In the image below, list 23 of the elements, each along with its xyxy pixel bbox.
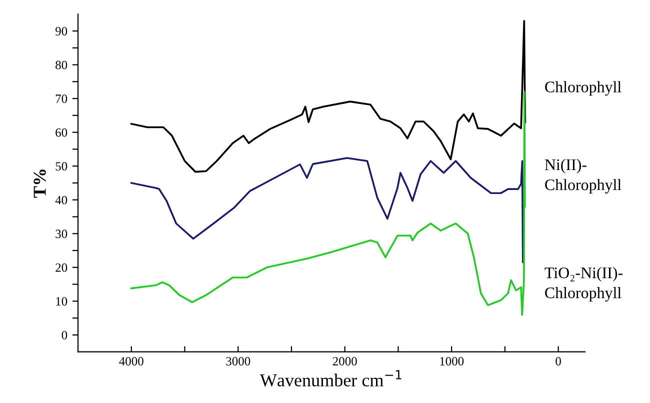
series-label: TiO₂-Ni(II)- Chlorophyll [544, 267, 622, 302]
series-label: Ni(II)- Chlorophyll [544, 158, 622, 194]
y-tick-label: 50 [56, 162, 68, 171]
y-tick-label: 30 [56, 230, 68, 238]
line-series [130, 20, 526, 173]
y-tick-label: 10 [56, 297, 68, 306]
y-tick-label: 0 [62, 330, 68, 340]
x-tick-label: 2000 [332, 357, 357, 366]
x-tick-label: 3000 [226, 357, 250, 366]
y-axis-title: T% [34, 170, 46, 198]
line-series [130, 157, 524, 264]
y-tick-label: 80 [56, 60, 68, 70]
y-tick-label: 60 [56, 128, 68, 137]
y-tick-label: 40 [55, 196, 68, 204]
x-tick-label: 4000 [119, 357, 144, 366]
y-tick-label: 20 [56, 263, 68, 272]
y-tick-label: 70 [56, 94, 68, 103]
x-tick-label: 0 [556, 357, 561, 366]
x-axis-title: Wavenumber cm$^{−1}$ [260, 370, 402, 386]
x-tick-label: 1000 [440, 357, 464, 366]
line-series [130, 90, 526, 316]
y-tick-label: 90 [55, 27, 68, 36]
series-label: Chlorophyll [545, 81, 622, 96]
